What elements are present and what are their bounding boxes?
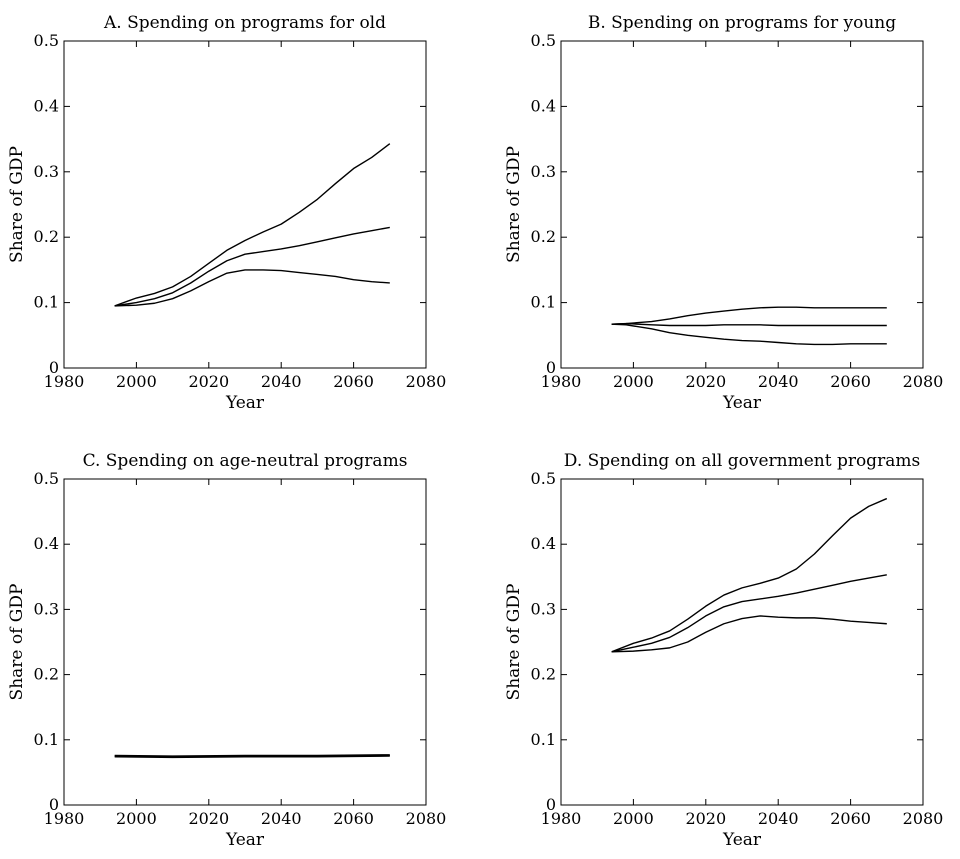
panel-c-x-tick-label: 2060 <box>333 809 374 828</box>
panel-b-x-axis-label: Year <box>722 393 762 413</box>
panel-b-x-tick-label: 2040 <box>758 372 799 391</box>
panel-d-plot-frame <box>560 478 924 806</box>
panel-c-y-tick-label: 0 <box>49 795 59 814</box>
panel-c-y-tick-label: 0.4 <box>34 534 59 553</box>
panel-c-series-line-3 <box>114 755 390 759</box>
panel-a-y-tick-label: 0.1 <box>34 293 59 312</box>
panel-c-plot-frame <box>63 478 427 806</box>
panel-b-x-tick-label: 2080 <box>903 372 944 391</box>
panel-d-x-axis-label: Year <box>722 830 762 850</box>
panel-a-x-tick-label: 2020 <box>188 372 229 391</box>
panel-a: A. Spending on programs for old 1980 2000 2… <box>7 13 446 413</box>
panel-c-x-tick-label: 2000 <box>116 809 157 828</box>
panel-b-series-line-1 <box>611 306 887 325</box>
panel-c-x-tick-label: 2020 <box>188 809 229 828</box>
panel-d-series-line-2 <box>611 574 887 653</box>
panel-a-series-line-1 <box>114 143 391 307</box>
panel-b-x-tick-label: 1980 <box>541 372 582 391</box>
panel-a-series-line-2 <box>114 226 390 307</box>
panel-d-title: D. Spending on all government programs <box>564 451 920 471</box>
panel-d-series-line-1 <box>611 497 888 653</box>
panel-b-x-tick-label: 2000 <box>613 372 654 391</box>
panel-d-x-tick-label: 2060 <box>830 809 871 828</box>
panel-d-y-tick-label: 0.5 <box>531 469 556 488</box>
panel-a-x-tick-label: 2040 <box>261 372 302 391</box>
panel-c-y-tick-label: 0.5 <box>34 469 59 488</box>
panel-d: D. Spending on all government programs 19… <box>504 451 943 850</box>
panel-d-x-tick-label: 2020 <box>685 809 726 828</box>
panel-d-x-tick-label: 2000 <box>613 809 654 828</box>
panel-b-y-axis-label: Share of GDP <box>504 146 524 263</box>
panel-b-y-tick-label: 0.2 <box>531 227 556 246</box>
panel-c-x-tick-label: 2040 <box>261 809 302 828</box>
panel-b-y-tick-label: 0.4 <box>531 96 556 115</box>
panel-c-y-tick-label: 0.1 <box>34 730 59 749</box>
panel-d-x-tick-label: 2080 <box>903 809 944 828</box>
panel-b-plot-frame <box>560 40 924 369</box>
panel-a-plot-frame <box>63 40 427 369</box>
panel-d-y-tick-label: 0.3 <box>531 599 556 618</box>
panel-b-series-line-3 <box>611 323 887 346</box>
panel-b-x-tick-label: 2060 <box>830 372 871 391</box>
panel-a-x-tick-label: 2000 <box>116 372 157 391</box>
panel-b-x-tick-label: 2020 <box>685 372 726 391</box>
panel-c-x-axis-label: Year <box>225 830 265 850</box>
panel-c-y-axis-label: Share of GDP <box>7 584 27 701</box>
panel-a-y-tick-label: 0.5 <box>34 31 59 50</box>
panel-a-x-axis-label: Year <box>225 393 265 413</box>
panel-d-y-tick-label: 0 <box>546 795 556 814</box>
panel-b: B. Spending on programs for young 1980 200… <box>504 13 943 413</box>
panel-d-x-tick-label: 1980 <box>541 809 582 828</box>
panel-a-y-tick-label: 0 <box>49 358 59 377</box>
panel-d-y-axis-label: Share of GDP <box>504 584 524 701</box>
panel-a-y-tick-label: 0.4 <box>34 96 59 115</box>
panel-b-series-line-2 <box>611 322 887 327</box>
panel-a-y-tick-label: 0.3 <box>34 162 59 181</box>
panel-d-y-tick-label: 0.4 <box>531 534 556 553</box>
panel-a-y-axis-label: Share of GDP <box>7 146 27 263</box>
panel-b-y-tick-label: 0.5 <box>531 31 556 50</box>
panel-a-x-tick-label: 2060 <box>333 372 374 391</box>
panel-b-y-tick-label: 0 <box>546 358 556 377</box>
panel-b-y-tick-label: 0.1 <box>531 293 556 312</box>
panel-c-title: C. Spending on age-neutral programs <box>83 451 408 471</box>
panel-c-x-tick-label: 1980 <box>44 809 85 828</box>
chart-panels: A. Spending on programs for old 1980 2000 2… <box>7 13 943 850</box>
panel-d-y-tick-label: 0.2 <box>531 665 556 684</box>
panel-b-title: B. Spending on programs for young <box>588 13 896 33</box>
panel-a-x-tick-label: 2080 <box>406 372 447 391</box>
panel-d-series-line-3 <box>611 615 887 653</box>
panel-a-series-line-3 <box>114 269 390 307</box>
panel-c-y-tick-label: 0.2 <box>34 665 59 684</box>
panel-a-title: A. Spending on programs for old <box>103 13 386 33</box>
panel-c-y-tick-label: 0.3 <box>34 599 59 618</box>
panel-d-x-tick-label: 2040 <box>758 809 799 828</box>
panel-c: C. Spending on age-neutral programs 1980 2… <box>7 451 446 850</box>
panel-d-y-tick-label: 0.1 <box>531 730 556 749</box>
panel-c-x-tick-label: 2080 <box>406 809 447 828</box>
panel-a-x-tick-label: 1980 <box>44 372 85 391</box>
panel-b-y-tick-label: 0.3 <box>531 162 556 181</box>
panel-a-y-tick-label: 0.2 <box>34 227 59 246</box>
